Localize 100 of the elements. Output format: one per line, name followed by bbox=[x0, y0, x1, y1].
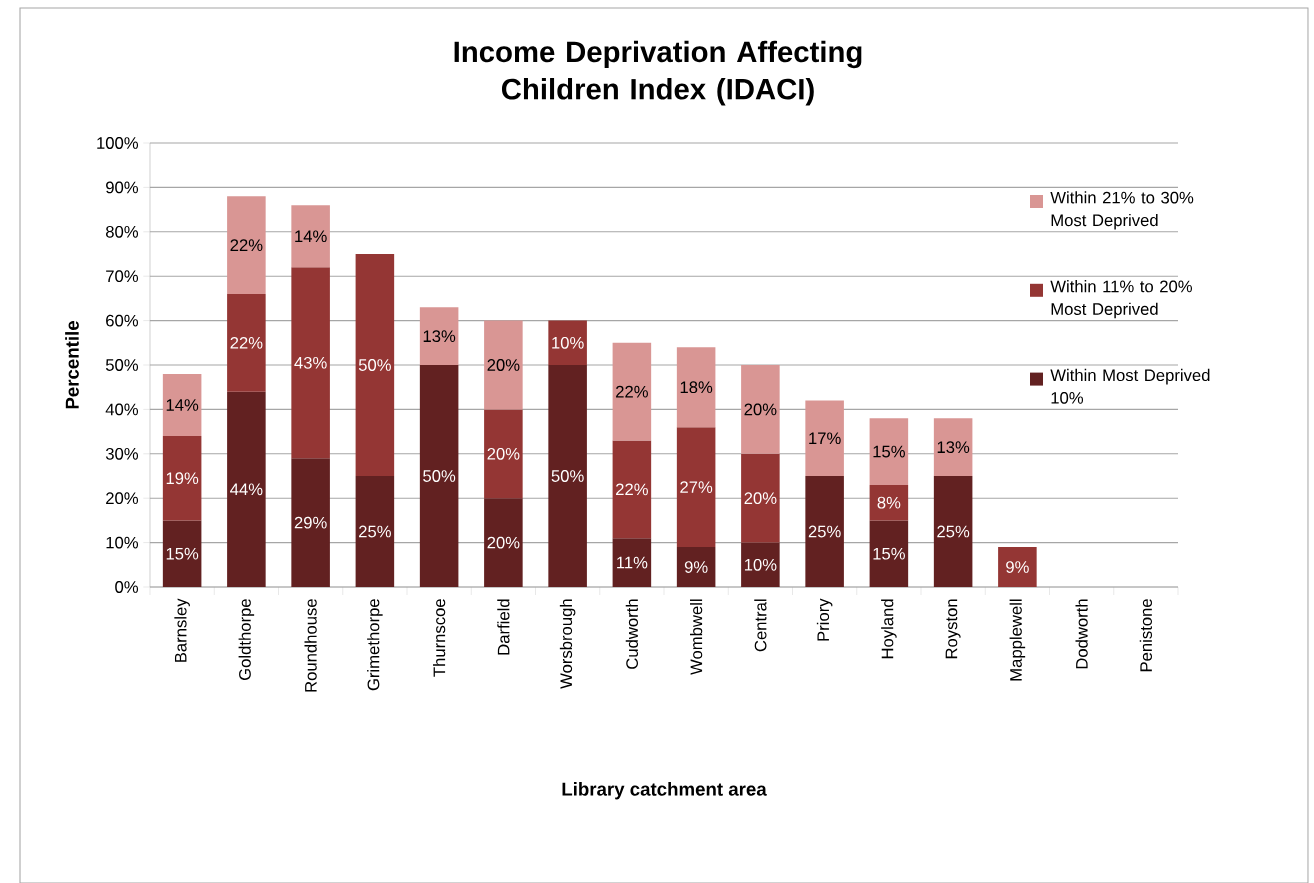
bar bbox=[291, 458, 330, 587]
bar bbox=[612, 342, 652, 441]
x-axis-title: Library catchment area bbox=[562, 782, 767, 800]
data-label: 25% bbox=[359, 525, 391, 538]
data-label: 14% bbox=[166, 399, 199, 411]
x-tick-label: Dodworth bbox=[1075, 599, 1088, 669]
data-label: 8% bbox=[877, 496, 901, 509]
x-tick-label: Priory bbox=[816, 598, 833, 641]
y-tick-label: 20% bbox=[106, 492, 139, 505]
data-label: 20% bbox=[744, 492, 777, 505]
data-label: 50% bbox=[551, 470, 584, 482]
bar bbox=[998, 547, 1037, 587]
data-label: 19% bbox=[166, 472, 199, 485]
y-tick-label: 100% bbox=[97, 137, 139, 149]
data-label: 20% bbox=[487, 447, 520, 460]
data-label: 13% bbox=[423, 330, 456, 343]
data-label: 20% bbox=[487, 359, 520, 371]
x-tick-label: Roundhouse bbox=[304, 599, 317, 692]
data-label: 9% bbox=[1006, 561, 1029, 573]
bar bbox=[676, 547, 716, 587]
bar bbox=[612, 538, 652, 587]
bar bbox=[805, 400, 844, 476]
data-label: 22% bbox=[230, 239, 263, 251]
data-label: 10% bbox=[552, 336, 584, 349]
bar bbox=[355, 254, 395, 476]
bar bbox=[933, 476, 973, 587]
x-tick-label: Worsbrough bbox=[559, 599, 576, 689]
y-tick-label: 40% bbox=[105, 403, 139, 416]
y-tick-label: 60% bbox=[106, 314, 139, 327]
x-tick-label: Penistone bbox=[1139, 599, 1153, 672]
x-tick-label: Royston bbox=[945, 599, 961, 659]
data-label: 20% bbox=[744, 403, 777, 416]
bar bbox=[484, 498, 523, 587]
data-label: 22% bbox=[616, 483, 648, 496]
data-label: 15% bbox=[873, 445, 905, 458]
x-tick-label: Grimethorpe bbox=[367, 599, 383, 691]
bar bbox=[162, 373, 202, 437]
data-label: 11% bbox=[617, 556, 648, 569]
x-tick-label: Darfield bbox=[497, 599, 510, 655]
data-label: 22% bbox=[230, 336, 263, 349]
x-tick-label: Hoyland bbox=[881, 599, 897, 659]
chart-title: Income Deprivation Affecting Children Index (IDACI) bbox=[454, 40, 862, 106]
bar bbox=[933, 418, 973, 476]
bar bbox=[162, 436, 202, 521]
bar bbox=[484, 409, 523, 499]
x-tick-label: Cudworth bbox=[625, 599, 639, 669]
bar bbox=[419, 365, 459, 587]
data-label: 15% bbox=[873, 547, 905, 560]
data-label: 9% bbox=[684, 561, 708, 573]
data-label: 43% bbox=[294, 356, 327, 369]
y-tick-label: 90% bbox=[106, 181, 139, 194]
bar bbox=[227, 293, 266, 392]
bar bbox=[869, 418, 909, 485]
data-label: 22% bbox=[616, 385, 648, 398]
bar bbox=[548, 365, 587, 587]
data-label: 10% bbox=[744, 558, 777, 571]
data-label: 18% bbox=[680, 381, 713, 394]
bar bbox=[291, 205, 330, 268]
y-tick-label: 80% bbox=[106, 225, 139, 238]
bar bbox=[676, 427, 716, 548]
y-tick-label: 30% bbox=[105, 447, 139, 460]
bar bbox=[741, 542, 780, 587]
y-axis-title: Percentile bbox=[65, 321, 79, 409]
data-label: 50% bbox=[358, 359, 391, 371]
x-tick-label: Thurnscoe bbox=[433, 599, 446, 677]
y-tick-label: 50% bbox=[105, 359, 139, 371]
bar bbox=[162, 520, 202, 587]
data-label: 27% bbox=[680, 481, 713, 493]
bar bbox=[676, 347, 716, 428]
legend-label: Within 11% to 20% Most Deprived bbox=[1050, 280, 1192, 319]
data-label: 14% bbox=[295, 230, 327, 243]
bar bbox=[227, 196, 266, 294]
x-tick-label: Goldthorpe bbox=[238, 599, 255, 681]
data-label: 44% bbox=[230, 483, 263, 496]
bar bbox=[419, 307, 459, 365]
data-label: 29% bbox=[294, 516, 327, 529]
legend-label: Within 21% to 30% Most Deprived bbox=[1050, 191, 1194, 230]
x-tick-label: Barnsley bbox=[174, 598, 190, 662]
x-tick-label: Central bbox=[754, 599, 767, 652]
data-label: 20% bbox=[487, 536, 520, 549]
y-tick-label: 70% bbox=[106, 270, 139, 283]
bar bbox=[484, 320, 523, 410]
data-label: 25% bbox=[937, 525, 970, 538]
data-label: 15% bbox=[166, 547, 199, 560]
x-tick-label: Wombwell bbox=[690, 599, 703, 675]
data-label: 50% bbox=[423, 470, 456, 482]
bar bbox=[291, 267, 330, 459]
y-tick-label: 10% bbox=[106, 536, 139, 549]
bar bbox=[869, 484, 909, 521]
bar bbox=[612, 440, 652, 539]
legend-label: Within Most Deprived 10% bbox=[1050, 368, 1210, 404]
data-label: 25% bbox=[808, 525, 841, 538]
bar bbox=[355, 476, 395, 587]
bar bbox=[805, 476, 844, 587]
data-label: 13% bbox=[937, 441, 970, 454]
bar bbox=[869, 520, 909, 587]
bar bbox=[548, 320, 587, 365]
bar bbox=[741, 365, 780, 454]
bar bbox=[227, 391, 266, 587]
x-tick-label: Mapplewell bbox=[1009, 599, 1026, 681]
